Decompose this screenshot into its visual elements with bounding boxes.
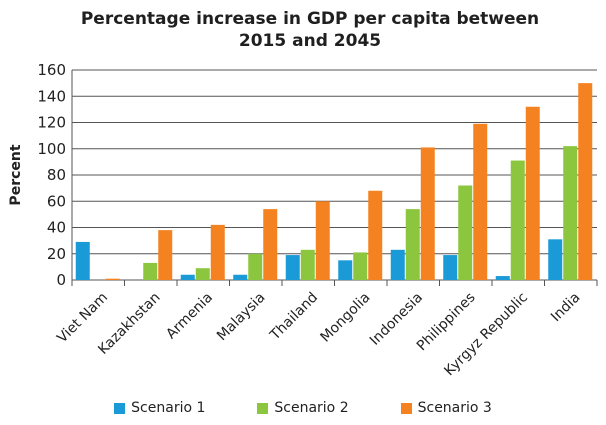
bar-scenario-3-kazakhstan	[158, 230, 173, 280]
legend-label-scenario-1: Scenario 1	[131, 400, 206, 416]
bar-scenario-2-malaysia	[248, 253, 263, 280]
legend-item-scenario-2: Scenario 2	[257, 400, 349, 416]
bar-scenario-3-kyrgyz-republic	[525, 106, 540, 280]
y-tick-label: 160	[37, 61, 66, 79]
bar-scenario-1-indonesia	[390, 249, 405, 280]
legend-label-scenario-3: Scenario 3	[417, 400, 492, 416]
bar-scenario-2-mongolia	[353, 252, 368, 280]
y-tick-label: 140	[37, 87, 66, 105]
bar-scenario-3-malaysia	[263, 209, 278, 280]
x-tick-label: Mongolia	[317, 290, 373, 346]
bar-scenario-1-india	[548, 239, 563, 280]
legend-label-scenario-2: Scenario 2	[274, 400, 349, 416]
bar-scenario-1-kyrgyz-republic	[495, 276, 510, 280]
bar-scenario-1-mongolia	[338, 260, 353, 280]
bar-scenario-3-thailand	[315, 201, 330, 280]
bar-scenario-1-viet-nam	[75, 241, 90, 280]
x-tick-label: India	[548, 290, 584, 326]
bar-scenario-2-thailand	[300, 249, 315, 280]
y-tick-label: 60	[47, 192, 66, 210]
legend: Scenario 1 Scenario 2 Scenario 3	[0, 400, 606, 416]
legend-item-scenario-3: Scenario 3	[400, 400, 492, 416]
bar-scenario-2-kazakhstan	[143, 262, 158, 280]
y-tick-label: 0	[56, 271, 66, 289]
bar-scenario-2-kyrgyz-republic	[510, 160, 525, 280]
x-tick-label: Malaysia	[214, 290, 269, 345]
bar-scenario-2-philippines	[458, 185, 473, 280]
bar-scenario-1-armenia	[180, 274, 195, 280]
bar-scenario-3-armenia	[210, 224, 225, 280]
y-tick-label: 120	[37, 114, 66, 132]
bar-scenario-3-philippines	[473, 123, 488, 280]
legend-item-scenario-1: Scenario 1	[114, 400, 205, 416]
x-tick-label: Thailand	[267, 290, 322, 345]
bar-scenario-2-armenia	[195, 268, 210, 280]
bar-scenario-2-indonesia	[405, 209, 420, 280]
y-axis-title: Percent	[8, 144, 24, 205]
bar-scenario-3-indonesia	[420, 147, 435, 280]
bar-scenario-3-mongolia	[368, 190, 383, 280]
y-tick-label: 20	[47, 245, 66, 263]
y-tick-label: 100	[37, 140, 66, 158]
x-tick-label: Armenia	[163, 290, 216, 343]
y-tick-label: 40	[47, 219, 66, 237]
chart-title-line-2: 2015 and 2045	[238, 31, 382, 51]
bar-scenario-3-india	[578, 83, 593, 280]
y-tick-label: 80	[47, 166, 66, 184]
bar-scenario-1-malaysia	[233, 274, 248, 280]
bar-scenario-1-thailand	[285, 255, 300, 280]
bar-scenario-1-philippines	[443, 255, 458, 280]
legend-swatch-scenario-3	[400, 402, 412, 414]
legend-swatch-scenario-2	[257, 402, 269, 414]
chart-title-line-1: Percentage increase in GDP per capita be…	[80, 9, 540, 29]
legend-swatch-scenario-1	[114, 402, 126, 414]
chart-title: Percentage increase in GDP per capita be…	[30, 8, 590, 52]
bar-scenario-2-india	[563, 146, 578, 280]
bar-scenario-3-viet-nam	[105, 278, 120, 280]
